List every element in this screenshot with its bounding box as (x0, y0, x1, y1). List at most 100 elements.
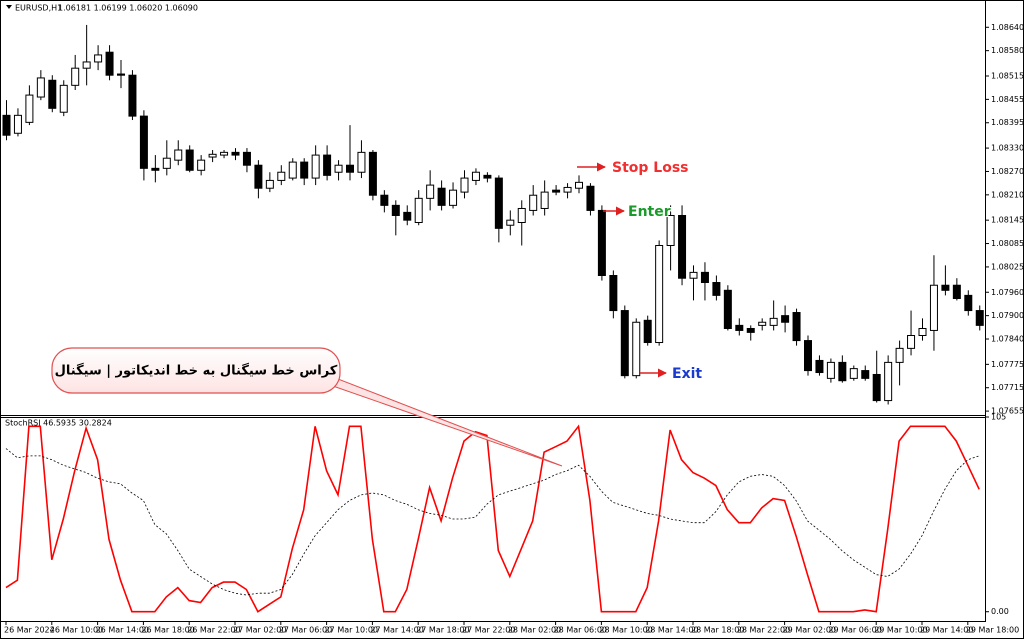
candle-body (2, 114, 11, 136)
candle-body (265, 179, 274, 189)
candle-body (769, 317, 778, 326)
candle-body (323, 154, 332, 176)
x-tick-label: 28 Mar 14:00 (645, 626, 698, 635)
candle-body (895, 347, 904, 363)
x-tick-label: 28 Mar 22:00 (737, 626, 790, 635)
candle-body (506, 219, 515, 226)
candle-body (540, 191, 549, 209)
x-tick-label: 28 Mar 18:00 (691, 626, 744, 635)
candle-body (128, 74, 137, 117)
candle-body (586, 185, 595, 211)
candle-body (380, 194, 389, 206)
x-tick-label: 27 Mar 02:00 (233, 626, 286, 635)
callout-text: کراس خط سیگنال به خط اندیکاتور | سیگنال (55, 363, 338, 379)
candle-body (242, 151, 251, 166)
y-tick-label: 1.07775 (991, 360, 1024, 369)
enter-label: Enter (628, 204, 671, 220)
candle-body (700, 271, 709, 284)
candle-body (449, 189, 458, 206)
candle-body (151, 167, 160, 171)
exit-label: Exit (672, 366, 702, 382)
y-tick-label: 1.08640 (991, 23, 1024, 32)
candle-body (975, 310, 984, 326)
candle-body (792, 312, 801, 342)
candle-body (357, 151, 366, 173)
y-tick-label: 0.00 (991, 607, 1009, 616)
candle-body (815, 359, 824, 374)
y-tick-label: 1.08270 (991, 167, 1024, 176)
candle-body (804, 340, 812, 372)
indicator-line (5, 424, 980, 613)
x-tick-label: 27 Mar 10:00 (325, 626, 378, 635)
candle-body (368, 151, 377, 196)
price-info: 1.06181 1.06199 1.06020 1.06090 (58, 4, 198, 13)
y-tick-label: 1.07840 (991, 335, 1024, 344)
callout-bubble (51, 347, 341, 394)
candle-body (471, 171, 480, 181)
candle-body (403, 211, 412, 221)
candle-body (197, 159, 206, 171)
candle-body (597, 209, 606, 276)
candle-body (139, 115, 148, 169)
stop-loss-label: Stop Loss (612, 160, 689, 176)
candle-body (678, 214, 687, 279)
candle-body (346, 164, 354, 173)
y-tick-label: 1.08580 (991, 46, 1024, 55)
candle-body (907, 335, 916, 349)
candle-body (552, 189, 561, 193)
candle-body (25, 94, 34, 123)
candle-body (563, 186, 572, 193)
y-tick-label: 1.08210 (991, 190, 1024, 199)
y-tick-label: 1.08330 (991, 144, 1024, 153)
x-tick-label: 28 Mar 10:00 (599, 626, 652, 635)
candle-body (437, 187, 446, 206)
candle-body (643, 319, 652, 344)
candle-body (712, 282, 721, 296)
candle-body (48, 79, 57, 109)
candle-body (460, 177, 469, 193)
candle-body (105, 51, 114, 76)
candle-body (277, 171, 286, 181)
candle-body (632, 321, 641, 377)
candle-body (414, 197, 423, 224)
candle-body (117, 73, 125, 76)
x-tick-label: 29 Mar 10:00 (874, 626, 927, 635)
candle-body (838, 361, 847, 382)
y-tick-label: 105 (991, 413, 1006, 422)
x-tick-label: 27 Mar 14:00 (370, 626, 423, 635)
candle-body (288, 161, 297, 179)
candle-body (952, 284, 961, 299)
x-tick-label: 26 Mar 22:00 (187, 626, 240, 635)
x-tick-label: 27 Mar 06:00 (279, 626, 332, 635)
candle-body (529, 194, 538, 211)
x-tick-label: 26 Mar 2024 (4, 626, 55, 635)
candle-body (746, 327, 755, 333)
candle-body (94, 54, 103, 63)
candle-body (13, 114, 22, 134)
candle-body (162, 157, 171, 169)
callout-tail (319, 371, 563, 467)
candle-body (689, 271, 698, 279)
candle-body (609, 274, 618, 312)
candle-body (735, 324, 744, 331)
candle-body (655, 244, 664, 344)
candle-body (208, 153, 217, 158)
y-tick-label: 1.08145 (991, 216, 1024, 225)
candle-body (71, 67, 80, 86)
x-tick-label: 27 Mar 18:00 (416, 626, 469, 635)
candle-body (964, 294, 973, 312)
candle-body (483, 174, 492, 179)
candle-body (300, 161, 309, 179)
y-tick-label: 1.07715 (991, 383, 1024, 392)
candle-body (849, 368, 858, 379)
candle-body (220, 151, 229, 156)
menu-triangle (6, 5, 12, 9)
candle-body (666, 214, 675, 246)
candle-body (231, 151, 240, 156)
candle-body (311, 154, 320, 179)
x-tick-label: 26 Mar 10:00 (50, 626, 103, 635)
y-tick-label: 1.08395 (991, 118, 1024, 127)
x-tick-label: 26 Mar 18:00 (141, 626, 194, 635)
